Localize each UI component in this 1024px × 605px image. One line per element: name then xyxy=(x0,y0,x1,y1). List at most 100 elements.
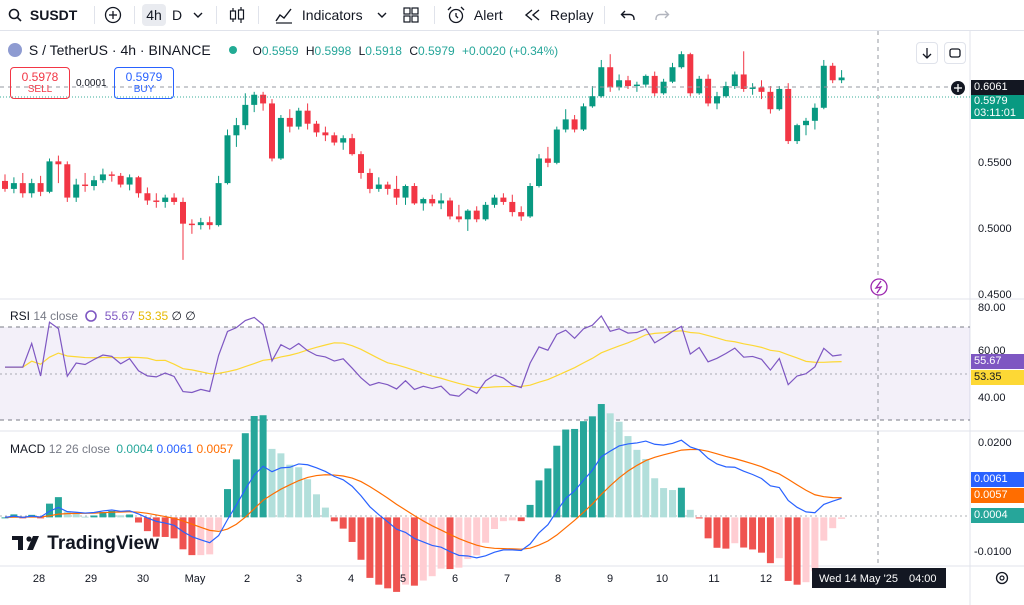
candle xyxy=(527,183,534,218)
compare-button[interactable] xyxy=(104,0,122,30)
macd-histogram-bar xyxy=(143,517,151,532)
replay-button[interactable]: Replay xyxy=(524,0,593,30)
macd-histogram-bar xyxy=(99,512,107,518)
add-alert-plus-button[interactable] xyxy=(950,80,966,101)
macd-histogram-bar xyxy=(250,416,258,518)
rsi-length: 14 xyxy=(33,309,47,323)
undo-icon xyxy=(620,10,635,20)
time-axis-label: 3 xyxy=(296,573,302,585)
price-tick: 0.4500 xyxy=(978,289,1012,301)
alert-button[interactable]: Alert xyxy=(446,0,503,30)
macd-histogram-bar xyxy=(446,517,454,570)
interval-d[interactable]: D xyxy=(172,7,183,23)
candle xyxy=(135,175,142,198)
candle xyxy=(651,71,658,97)
macd-histogram-bar xyxy=(348,517,356,542)
time-axis-label: 2 xyxy=(244,573,250,585)
arrow-down-icon xyxy=(922,48,932,59)
time-axis-label: 6 xyxy=(452,573,458,585)
candle xyxy=(811,103,818,130)
symbol-name: SUSDT xyxy=(29,7,78,23)
layout-button[interactable] xyxy=(402,0,420,30)
refresh-icon[interactable] xyxy=(84,309,98,323)
plus-circle-icon xyxy=(104,6,122,24)
lightning-event-icon[interactable] xyxy=(870,278,888,296)
interval-4h[interactable]: 4h xyxy=(142,4,166,26)
macd-histogram-bar xyxy=(464,517,472,560)
macd-histogram-bar xyxy=(402,517,409,585)
scroll-down-button[interactable] xyxy=(916,42,938,64)
candle xyxy=(269,99,275,162)
macd-histogram-bar xyxy=(277,453,285,518)
macd-histogram-bar xyxy=(339,517,347,529)
grid-icon xyxy=(403,7,419,23)
candle xyxy=(544,146,551,168)
search-icon xyxy=(8,8,22,22)
macd-line xyxy=(4,439,842,559)
macd-histogram-bar xyxy=(633,449,641,518)
macd-histogram-bar xyxy=(295,467,303,518)
gear-icon[interactable] xyxy=(995,571,1009,585)
macd-histogram-bar xyxy=(152,517,160,537)
crosshair-date: Wed 14 May '25 xyxy=(819,573,898,585)
macd-histogram-bar xyxy=(81,516,89,518)
rsi-label[interactable]: RSI xyxy=(10,309,31,323)
fullscreen-button[interactable] xyxy=(944,42,966,64)
macd-signal-label: 0.0057 xyxy=(971,488,1024,503)
rsi-tick: 80.00 xyxy=(978,302,1006,314)
macd-histogram-bar xyxy=(46,503,53,518)
undo-button[interactable] xyxy=(620,0,636,30)
macd-hist-value: 0.0004 xyxy=(116,442,154,456)
divider xyxy=(434,6,435,24)
macd-histogram-bar xyxy=(482,517,490,543)
macd-histogram-bar xyxy=(740,517,748,548)
macd-histogram-bar xyxy=(713,517,721,548)
candle xyxy=(429,194,436,207)
candle xyxy=(188,219,195,234)
interval-dropdown[interactable] xyxy=(192,0,204,30)
candle xyxy=(616,74,623,91)
crosshair-hour: 04:00 xyxy=(909,573,937,585)
spread-value: 0.0001 xyxy=(76,78,107,89)
macd-histogram-bar xyxy=(588,416,596,518)
symbol-search[interactable]: SUSDT xyxy=(8,0,77,30)
candle xyxy=(99,168,106,184)
candle xyxy=(153,193,160,208)
macd-histogram-bar xyxy=(669,490,676,518)
candle xyxy=(687,52,694,97)
chart-type-button[interactable] xyxy=(228,0,246,30)
time-axis-label: 28 xyxy=(33,573,45,585)
sell-label: SELL xyxy=(27,84,53,95)
macd-histogram-bar xyxy=(820,517,828,541)
candle xyxy=(37,175,44,197)
candle xyxy=(73,178,80,202)
candle xyxy=(277,115,284,160)
macd-label[interactable]: MACD xyxy=(10,442,46,456)
tradingview-logo[interactable]: TradingView xyxy=(12,533,159,555)
macd-histogram-bar xyxy=(197,517,205,556)
rsi-extra-values: ∅ ∅ xyxy=(171,309,196,323)
macd-histogram-bar xyxy=(491,517,498,529)
bar-countdown: 03:11:01 xyxy=(974,107,1017,119)
buy-button[interactable]: 0.5979 BUY xyxy=(114,67,174,99)
sell-button[interactable]: 0.5978 SELL xyxy=(10,67,70,99)
candle xyxy=(393,175,400,205)
time-axis-label: 8 xyxy=(555,573,561,585)
macd-histogram-bar xyxy=(224,489,231,518)
macd-histogram-bar xyxy=(784,517,792,581)
macd-histogram-bar xyxy=(126,514,134,518)
chart-title[interactable]: S / TetherUS · 4h · BINANCE xyxy=(28,42,211,58)
time-axis[interactable]: 28 29 30 May 2 3 4 5 6 7 8 9 10 11 12 xyxy=(33,573,772,585)
candle xyxy=(705,74,712,107)
indicators-button[interactable]: Indicators xyxy=(274,0,388,30)
macd-histogram-bar xyxy=(526,504,534,518)
macd-histogram-bar xyxy=(108,510,116,518)
candle xyxy=(82,172,89,192)
chart-canvas[interactable]: 0.5500 0.5000 0.4500 80.00 60.00 40.00 0… xyxy=(0,31,1024,605)
macd-histogram-bar xyxy=(330,517,338,522)
candle xyxy=(607,54,614,92)
redo-button[interactable] xyxy=(654,0,670,30)
macd-histogram-bar xyxy=(1,517,9,519)
candles-icon xyxy=(229,7,245,23)
macd-histogram-bar xyxy=(838,517,846,519)
